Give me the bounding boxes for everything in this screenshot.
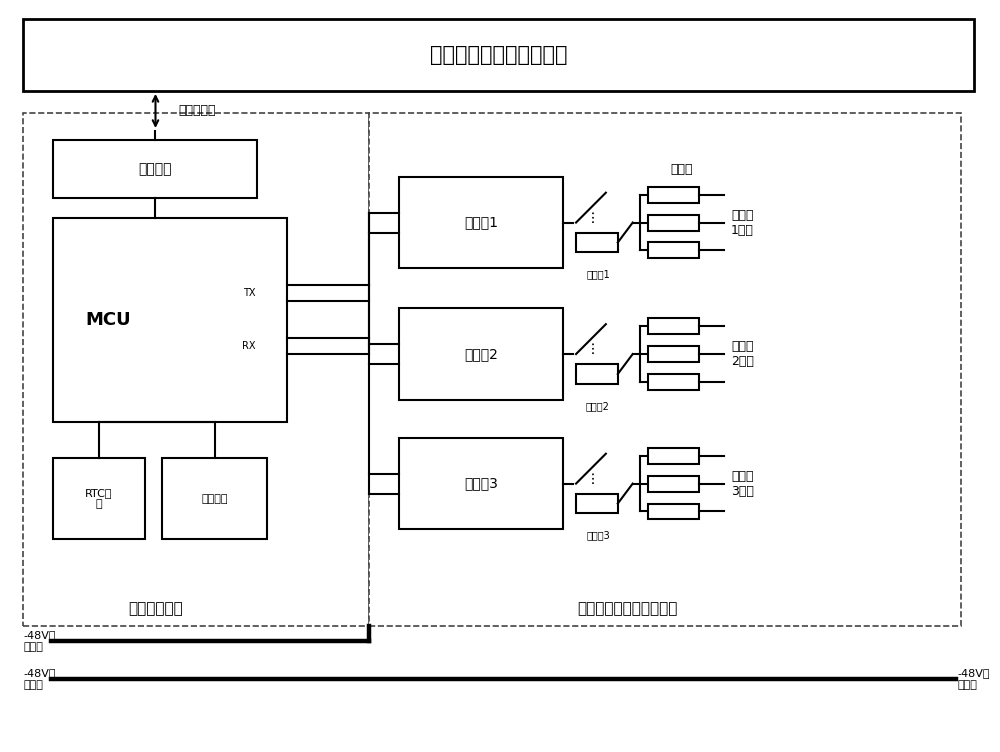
Bar <box>162 458 267 539</box>
Bar <box>648 318 699 334</box>
Text: 蜂窝物联网: 蜂窝物联网 <box>178 105 216 117</box>
Bar <box>576 232 618 253</box>
Bar <box>648 186 699 202</box>
Text: RX: RX <box>242 341 256 351</box>
Bar <box>648 214 699 231</box>
Text: TX: TX <box>243 288 255 298</box>
Text: 输出组
2负极: 输出组 2负极 <box>731 340 754 368</box>
Text: 输出组
1负极: 输出组 1负极 <box>731 208 754 237</box>
Bar <box>648 475 699 492</box>
Text: 控制板3: 控制板3 <box>464 477 498 490</box>
Bar <box>53 458 145 539</box>
Text: 电源模块: 电源模块 <box>201 493 228 504</box>
Text: MCU: MCU <box>85 311 131 329</box>
Bar <box>399 177 563 268</box>
Text: 数据展示及控制应用单元: 数据展示及控制应用单元 <box>430 45 567 65</box>
Text: -48V正
极母线: -48V正 极母线 <box>23 668 56 690</box>
Bar <box>53 140 257 198</box>
Text: 继电器1: 继电器1 <box>586 269 610 280</box>
Bar <box>648 447 699 464</box>
Text: 输出组
3负极: 输出组 3负极 <box>731 469 754 498</box>
Bar <box>399 438 563 529</box>
Text: 控制板1: 控制板1 <box>464 216 498 229</box>
Bar <box>576 493 618 514</box>
Bar <box>399 308 563 400</box>
Bar <box>53 217 287 422</box>
Text: -48V正
极母线: -48V正 极母线 <box>958 668 990 690</box>
Bar <box>648 374 699 390</box>
Bar <box>648 346 699 362</box>
Text: 数据处理单元: 数据处理单元 <box>128 602 183 617</box>
Bar <box>369 113 961 626</box>
Text: 保险丝: 保险丝 <box>670 163 693 176</box>
Bar <box>576 364 618 384</box>
Text: 数据采集及开关执行单元: 数据采集及开关执行单元 <box>578 602 678 617</box>
Bar <box>23 113 369 626</box>
Bar <box>648 242 699 259</box>
Text: RTC时
钟: RTC时 钟 <box>85 488 113 509</box>
Bar <box>648 504 699 520</box>
Text: 继电器2: 继电器2 <box>586 401 610 411</box>
Text: 通信模组: 通信模组 <box>138 162 172 176</box>
Text: -48V负
极母线: -48V负 极母线 <box>23 630 56 652</box>
Text: 控制板2: 控制板2 <box>464 347 498 361</box>
Text: 继电器3: 继电器3 <box>586 530 610 541</box>
Bar <box>23 20 974 91</box>
